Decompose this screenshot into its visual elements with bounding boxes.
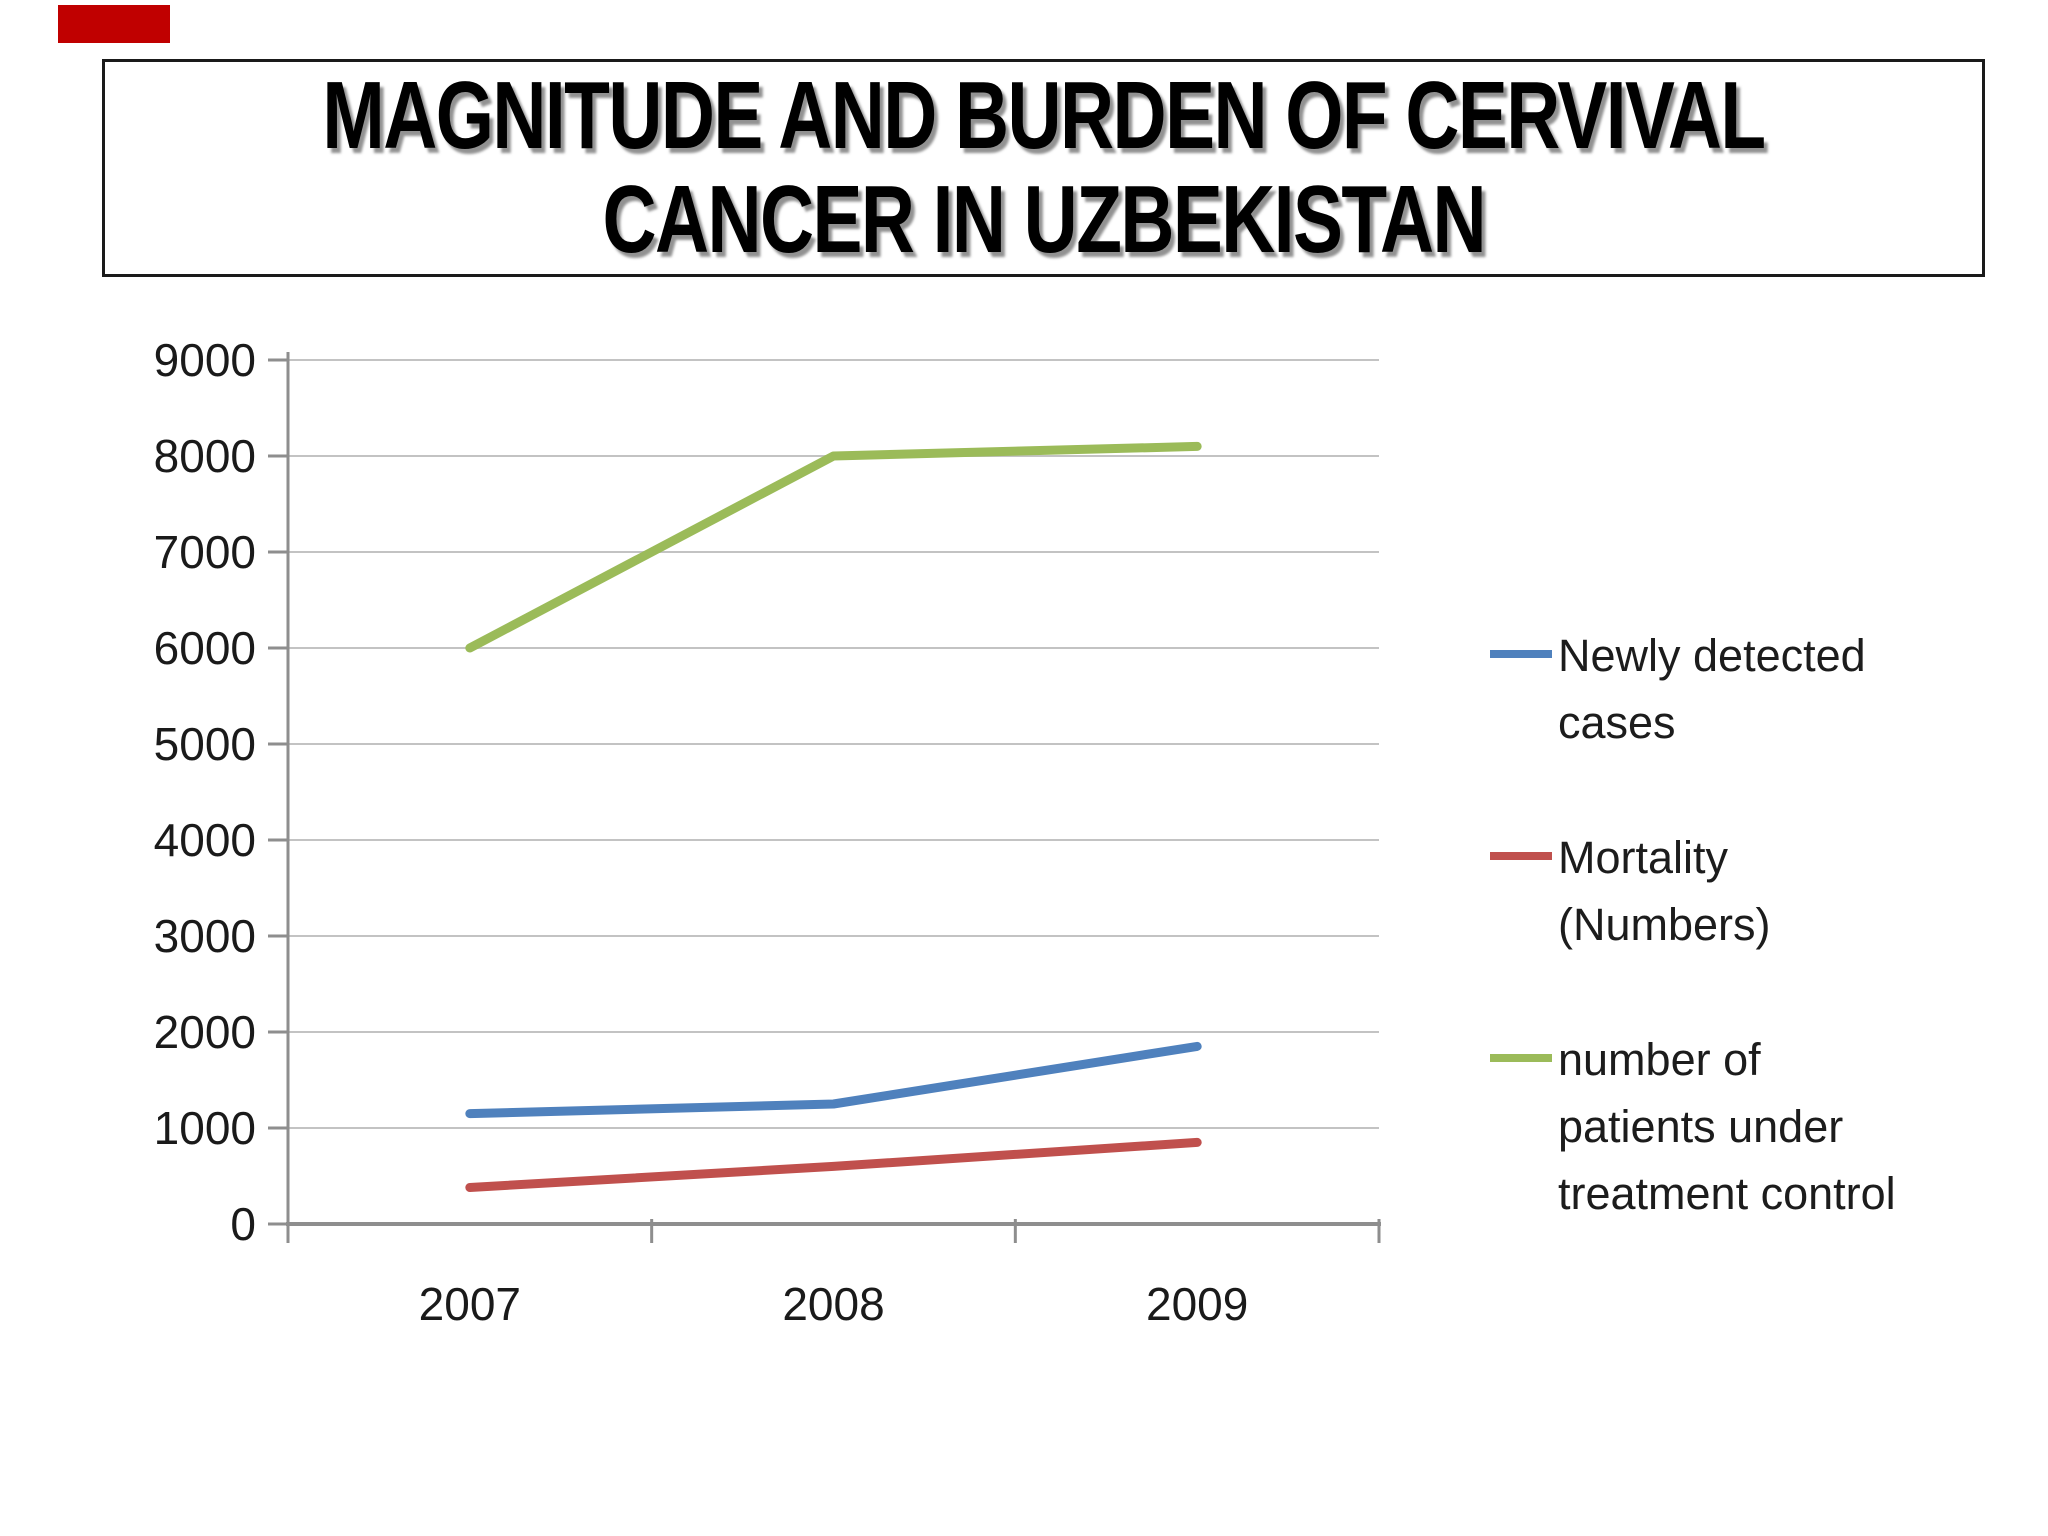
legend-label-line: Mortality <box>1558 832 1729 883</box>
y-tick-label-7000: 7000 <box>154 526 256 578</box>
y-tick-label-0: 0 <box>230 1198 256 1250</box>
y-tick-label-9000: 9000 <box>154 334 256 386</box>
legend-swatch-mortality <box>1490 852 1552 860</box>
x-tick-label-2007: 2007 <box>419 1278 521 1330</box>
legend-label-mortality: Mortality (Numbers) <box>1558 824 1771 958</box>
series-line-number-of-patients-under-treatment-control <box>465 441 1202 653</box>
red-marker <box>58 5 170 43</box>
legend-label-newly-detected-cases: Newly detected cases <box>1558 622 1866 756</box>
chart-legend: Newly detected cases Mortality (Numbers)… <box>1490 0 2010 1536</box>
x-tick-label-2008: 2008 <box>782 1278 884 1330</box>
series-line-newly-detected-cases <box>465 1041 1202 1119</box>
y-tick-label-3000: 3000 <box>154 910 256 962</box>
legend-label-line: number of <box>1558 1034 1761 1085</box>
legend-swatch-newly-detected-cases <box>1490 650 1552 658</box>
title-box: MAGNITUDE AND BURDEN OF CERVIVAL CANCER … <box>102 59 1985 277</box>
y-tick-label-5000: 5000 <box>154 718 256 770</box>
page-title-line-1: MAGNITUDE AND BURDEN OF CERVIVAL <box>322 62 1766 169</box>
y-tick-label-6000: 6000 <box>154 622 256 674</box>
x-tick-label-2009: 2009 <box>1146 1278 1248 1330</box>
series-line-mortality-numbers- <box>465 1137 1202 1193</box>
y-tick-label-8000: 8000 <box>154 430 256 482</box>
legend-item-patients-under-treatment: number of patients under treatment contr… <box>1490 1026 1896 1227</box>
legend-label-line: patients under <box>1558 1101 1844 1152</box>
page-title-line-2: CANCER IN UZBEKISTAN <box>602 166 1486 273</box>
y-tick-label-1000: 1000 <box>154 1102 256 1154</box>
legend-label-patients-under-treatment: number of patients under treatment contr… <box>1558 1026 1896 1227</box>
legend-label-line: Newly detected <box>1558 630 1866 681</box>
legend-swatch-patients-under-treatment <box>1490 1054 1552 1062</box>
legend-label-line: treatment control <box>1558 1168 1896 1219</box>
legend-label-line: (Numbers) <box>1558 899 1771 950</box>
legend-item-newly-detected-cases: Newly detected cases <box>1490 622 1866 756</box>
legend-item-mortality: Mortality (Numbers) <box>1490 824 1771 958</box>
y-tick-label-4000: 4000 <box>154 814 256 866</box>
y-tick-label-2000: 2000 <box>154 1006 256 1058</box>
legend-label-line: cases <box>1558 697 1676 748</box>
